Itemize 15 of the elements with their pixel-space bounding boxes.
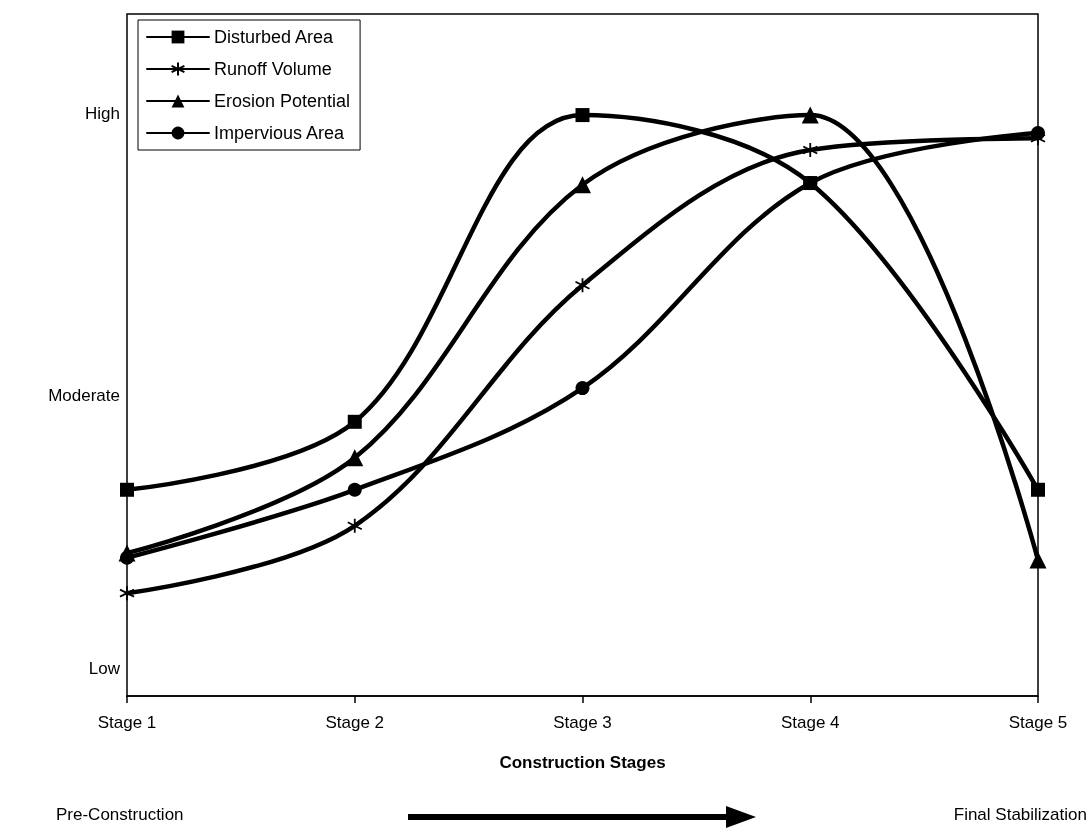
text: Moderate (48, 386, 120, 406)
legend-label: Erosion Potential (214, 91, 351, 111)
text: Pre-Construction (56, 805, 184, 825)
x-tick-label: Stage 3 (553, 713, 612, 732)
text: Low (88, 659, 120, 679)
x-tick-label: Stage 2 (325, 713, 385, 732)
legend-label: Runoff Volume (214, 59, 332, 79)
legend-label: Disturbed Area (214, 27, 335, 47)
x-tick-label: Stage 5 (1008, 713, 1068, 732)
x-axis-title: Construction Stages (499, 753, 666, 772)
x-tick-label: Stage 1 (97, 713, 157, 732)
x-tick-label: Stage 4 (780, 713, 840, 732)
legend-label: Impervious Area (214, 123, 346, 143)
text: High (85, 104, 120, 124)
text: Final Stabilization (953, 805, 1087, 825)
